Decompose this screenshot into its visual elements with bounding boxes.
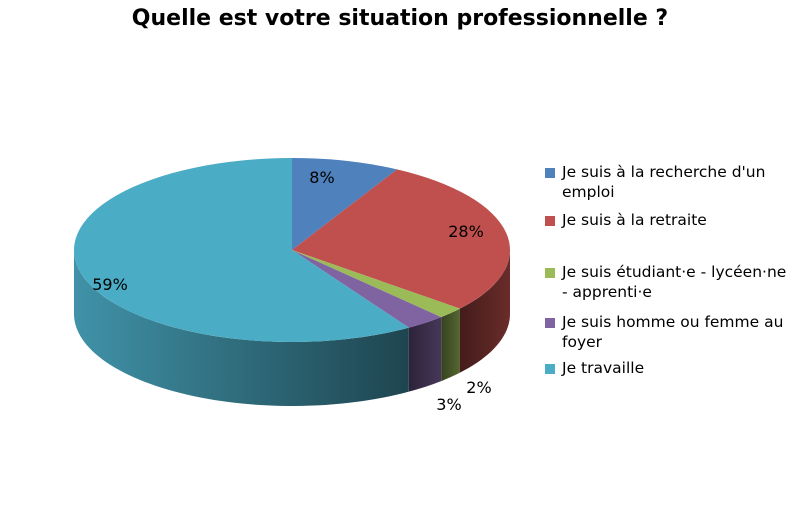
legend-label: Je suis homme ou femme au foyer bbox=[562, 313, 784, 351]
legend-swatch bbox=[545, 318, 555, 328]
legend-label: Je travaille bbox=[562, 359, 645, 377]
pie-side-1 bbox=[459, 250, 510, 373]
pie-slice-0 bbox=[292, 158, 398, 250]
legend-label: Je suis à la recherche d'un emploi bbox=[562, 163, 766, 201]
pie-side-2 bbox=[441, 308, 460, 382]
legend-swatch bbox=[545, 216, 555, 226]
data-label-2: 2% bbox=[466, 378, 491, 397]
legend-swatch bbox=[545, 364, 555, 374]
legend-label: Je suis étudiant·e - lycéen·ne - apprent… bbox=[562, 263, 787, 301]
pie-slice-3 bbox=[292, 250, 442, 328]
pie-slice-1 bbox=[292, 169, 510, 309]
data-label-4: 59% bbox=[92, 275, 128, 294]
chart-title: Quelle est votre situation professionnel… bbox=[131, 6, 669, 31]
pie-slice-4 bbox=[74, 158, 409, 342]
legend-swatch bbox=[545, 268, 555, 278]
pie-side-3 bbox=[408, 317, 442, 392]
legend-swatch bbox=[545, 168, 555, 178]
legend-item-1: Je suis à la retraite bbox=[545, 210, 795, 230]
legend-item-2: Je suis étudiant·e - lycéen·ne - apprent… bbox=[545, 262, 795, 302]
pie-slice-2 bbox=[292, 250, 460, 318]
legend-item-3: Je suis homme ou femme au foyer bbox=[545, 312, 795, 352]
legend-item-4: Je travaille bbox=[545, 358, 795, 378]
legend-label: Je suis à la retraite bbox=[562, 211, 707, 229]
data-label-3: 3% bbox=[436, 395, 461, 414]
pie-side-4 bbox=[74, 250, 409, 406]
legend-item-0: Je suis à la recherche d'un emploi bbox=[545, 162, 795, 202]
data-label-1: 28% bbox=[448, 222, 484, 241]
data-label-0: 8% bbox=[309, 168, 334, 187]
